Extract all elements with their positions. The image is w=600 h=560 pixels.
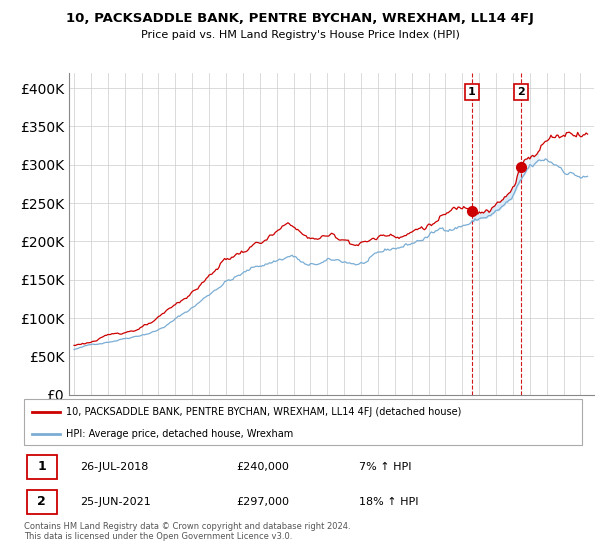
Text: 2: 2: [517, 87, 525, 97]
Text: 25-JUN-2021: 25-JUN-2021: [80, 497, 151, 507]
Text: 10, PACKSADDLE BANK, PENTRE BYCHAN, WREXHAM, LL14 4FJ: 10, PACKSADDLE BANK, PENTRE BYCHAN, WREX…: [66, 12, 534, 25]
Text: 10, PACKSADDLE BANK, PENTRE BYCHAN, WREXHAM, LL14 4FJ (detached house): 10, PACKSADDLE BANK, PENTRE BYCHAN, WREX…: [66, 407, 461, 417]
Text: Contains HM Land Registry data © Crown copyright and database right 2024.
This d: Contains HM Land Registry data © Crown c…: [24, 522, 350, 542]
Text: £297,000: £297,000: [236, 497, 289, 507]
Text: 1: 1: [468, 87, 476, 97]
Text: 2: 2: [37, 496, 46, 508]
Text: 1: 1: [37, 460, 46, 473]
Text: 26-JUL-2018: 26-JUL-2018: [80, 462, 148, 472]
FancyBboxPatch shape: [27, 490, 58, 514]
Text: Price paid vs. HM Land Registry's House Price Index (HPI): Price paid vs. HM Land Registry's House …: [140, 30, 460, 40]
FancyBboxPatch shape: [27, 455, 58, 479]
Text: 18% ↑ HPI: 18% ↑ HPI: [359, 497, 418, 507]
Text: HPI: Average price, detached house, Wrexham: HPI: Average price, detached house, Wrex…: [66, 429, 293, 438]
Text: £240,000: £240,000: [236, 462, 289, 472]
FancyBboxPatch shape: [24, 399, 582, 445]
Text: 7% ↑ HPI: 7% ↑ HPI: [359, 462, 412, 472]
